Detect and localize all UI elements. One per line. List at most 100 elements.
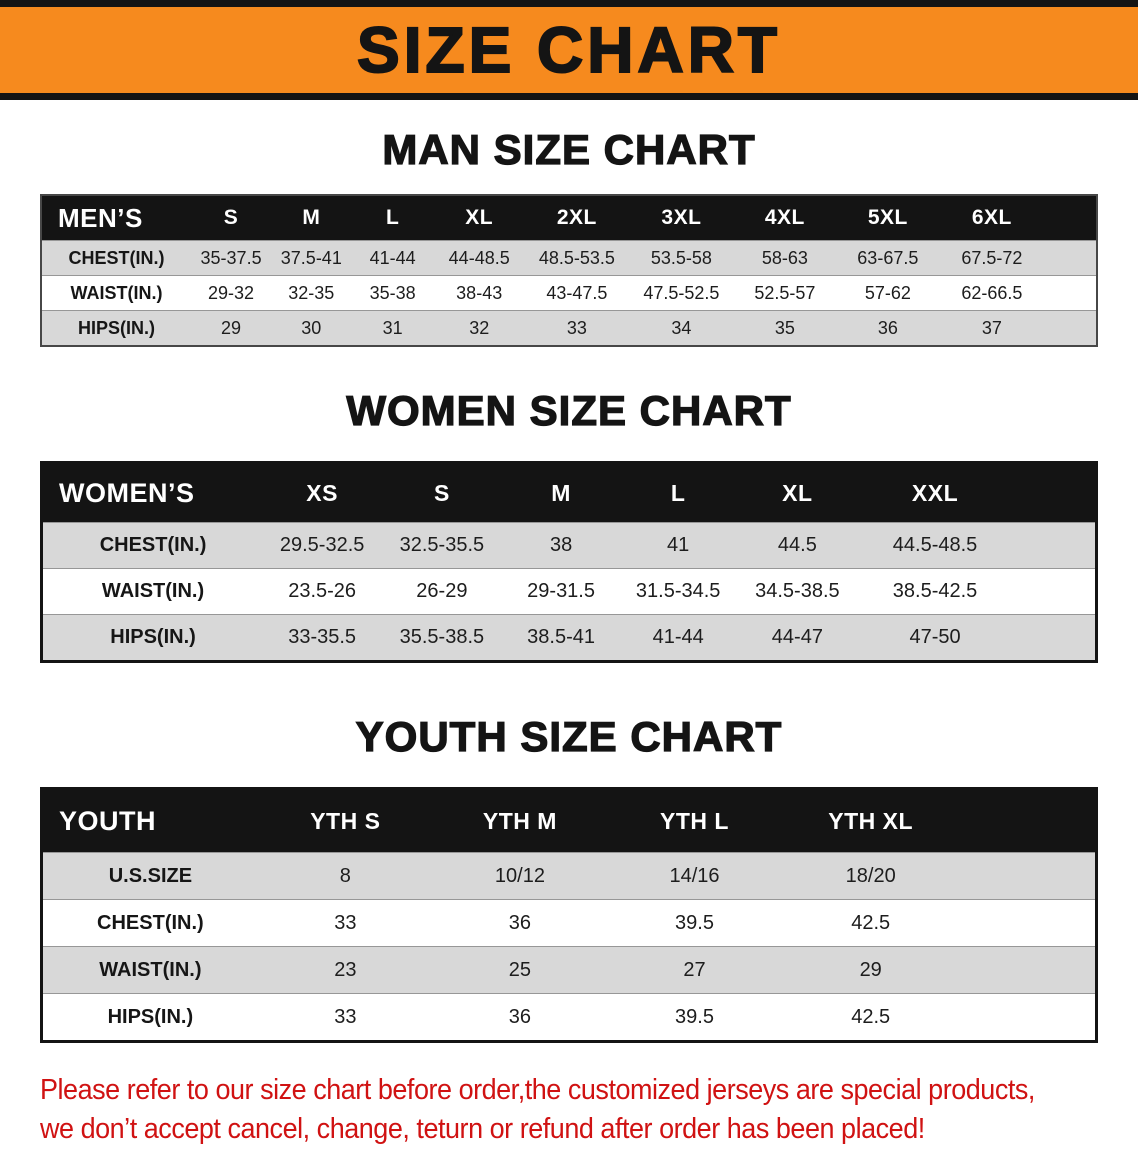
notice-line-1: Please refer to our size chart before or… <box>40 1074 1035 1106</box>
women-size-section: WOMEN SIZE CHART WOMEN’S XS S M L XL XXL CHEST(… <box>0 386 1138 663</box>
men-size-section: MAN SIZE CHART MEN’S S M L XL 2XL 3XL 4XL 5XL 6XL… <box>0 125 1138 347</box>
men-section-title: MAN SIZE CHART <box>382 125 756 173</box>
size-value-cell: 10/12 <box>432 852 607 900</box>
filler-cell <box>959 946 1097 994</box>
size-value-cell: 29-32 <box>190 275 272 311</box>
size-value-cell: 30 <box>271 310 352 346</box>
size-column-header: 3XL <box>629 195 734 241</box>
size-value-cell: 67.5-72 <box>939 240 1045 276</box>
size-value-cell: 63-67.5 <box>836 240 940 276</box>
table-row: WAIST(IN.) 23 25 27 29 <box>41 946 1097 994</box>
size-value-cell: 57-62 <box>836 275 940 311</box>
banner: SIZE CHART <box>0 0 1138 100</box>
filler-cell <box>1012 462 1097 523</box>
filler-cell <box>959 993 1097 1042</box>
size-column-header: XL <box>433 195 525 241</box>
row-label: WAIST(IN.) <box>41 275 191 311</box>
order-notice: Please refer to our size chart before or… <box>40 1071 1061 1149</box>
size-column-header: XS <box>263 462 382 523</box>
youth-size-section: YOUTH SIZE CHART YOUTH YTH S YTH M YTH L YTH… <box>0 712 1138 1043</box>
size-value-cell: 14/16 <box>606 852 783 900</box>
size-column-header: YTH M <box>432 788 607 853</box>
size-column-header: L <box>619 462 737 523</box>
size-value-cell: 29.5-32.5 <box>263 522 382 569</box>
table-corner-label: WOMEN’S <box>41 462 264 523</box>
size-value-cell: 58-63 <box>733 240 837 276</box>
table-row: CHEST(IN.) 35-37.5 37.5-41 41-44 44-48.5 48.5… <box>41 240 1097 276</box>
size-value-cell: 32 <box>433 310 525 346</box>
size-column-header: 6XL <box>939 195 1045 241</box>
page-title: SIZE CHART <box>356 14 781 86</box>
size-value-cell: 31 <box>351 310 434 346</box>
filler-cell <box>1044 310 1097 346</box>
size-value-cell: 44-47 <box>736 614 859 662</box>
table-row: HIPS(IN.) 29 30 31 32 33 34 35 36 37 <box>41 310 1097 346</box>
row-label: WAIST(IN.) <box>41 568 264 615</box>
size-column-header: M <box>502 462 620 523</box>
filler-cell <box>959 788 1097 853</box>
size-value-cell: 36 <box>432 899 607 947</box>
filler-cell <box>1012 614 1097 662</box>
table-corner-label: YOUTH <box>41 788 258 853</box>
table-row: CHEST(IN.) 33 36 39.5 42.5 <box>41 899 1097 947</box>
row-label: CHEST(IN.) <box>41 240 191 276</box>
row-label: CHEST(IN.) <box>41 899 258 947</box>
size-value-cell: 34 <box>629 310 734 346</box>
size-column-header: 4XL <box>733 195 837 241</box>
row-label: WAIST(IN.) <box>41 946 258 994</box>
size-column-header: S <box>190 195 272 241</box>
size-value-cell: 47-50 <box>858 614 1013 662</box>
size-value-cell: 43-47.5 <box>524 275 630 311</box>
filler-cell <box>1044 275 1097 311</box>
size-value-cell: 44-48.5 <box>433 240 525 276</box>
table-row: CHEST(IN.) 29.5-32.5 32.5-35.5 38 41 44.5 44.5… <box>41 522 1097 569</box>
size-column-header: YTH L <box>606 788 783 853</box>
size-column-header: YTH XL <box>782 788 960 853</box>
men-size-table: MEN’S S M L XL 2XL 3XL 4XL 5XL 6XL CHEST(IN.) 35-37… <box>40 194 1098 347</box>
table-row: U.S.SIZE 8 10/12 14/16 18/20 <box>41 852 1097 900</box>
table-corner-label: MEN’S <box>41 195 191 241</box>
size-value-cell: 29-31.5 <box>502 568 620 615</box>
size-value-cell: 29 <box>782 946 960 994</box>
youth-section-title: YOUTH SIZE CHART <box>355 712 783 760</box>
size-value-cell: 48.5-53.5 <box>524 240 630 276</box>
size-column-header: XXL <box>858 462 1013 523</box>
size-value-cell: 44.5 <box>736 522 859 569</box>
size-column-header: S <box>381 462 503 523</box>
filler-cell <box>1012 522 1097 569</box>
size-value-cell: 62-66.5 <box>939 275 1045 311</box>
header-row: WOMEN’S XS S M L XL XXL <box>41 462 1097 523</box>
size-value-cell: 18/20 <box>782 852 960 900</box>
size-value-cell: 38.5-41 <box>502 614 620 662</box>
table-row: WAIST(IN.) 29-32 32-35 35-38 38-43 43-47.5 47.… <box>41 275 1097 311</box>
size-value-cell: 35.5-38.5 <box>381 614 503 662</box>
size-value-cell: 23.5-26 <box>263 568 382 615</box>
table-row: WAIST(IN.) 23.5-26 26-29 29-31.5 31.5-34.5 34… <box>41 568 1097 615</box>
size-value-cell: 38.5-42.5 <box>858 568 1013 615</box>
size-value-cell: 47.5-52.5 <box>629 275 734 311</box>
filler-cell <box>959 899 1097 947</box>
size-value-cell: 36 <box>432 993 607 1042</box>
filler-cell <box>1044 240 1097 276</box>
size-column-header: XL <box>736 462 859 523</box>
notice-line-2: we don’t accept cancel, change, teturn o… <box>40 1113 925 1146</box>
size-value-cell: 37.5-41 <box>271 240 352 276</box>
size-value-cell: 42.5 <box>782 993 960 1042</box>
women-section-title: WOMEN SIZE CHART <box>346 386 792 434</box>
size-value-cell: 42.5 <box>782 899 960 947</box>
filler-cell <box>1012 568 1097 615</box>
size-value-cell: 29 <box>190 310 272 346</box>
youth-size-table: YOUTH YTH S YTH M YTH L YTH XL U.S.SIZE 8 10/12… <box>40 787 1098 1043</box>
size-value-cell: 34.5-38.5 <box>736 568 859 615</box>
size-value-cell: 23 <box>257 946 433 994</box>
size-value-cell: 41-44 <box>619 614 737 662</box>
size-value-cell: 33 <box>524 310 630 346</box>
row-label: HIPS(IN.) <box>41 310 191 346</box>
size-value-cell: 44.5-48.5 <box>858 522 1013 569</box>
row-label: HIPS(IN.) <box>41 993 258 1042</box>
size-value-cell: 26-29 <box>381 568 503 615</box>
size-column-header: YTH S <box>257 788 433 853</box>
size-value-cell: 33 <box>257 993 433 1042</box>
size-value-cell: 32-35 <box>271 275 352 311</box>
size-value-cell: 52.5-57 <box>733 275 837 311</box>
